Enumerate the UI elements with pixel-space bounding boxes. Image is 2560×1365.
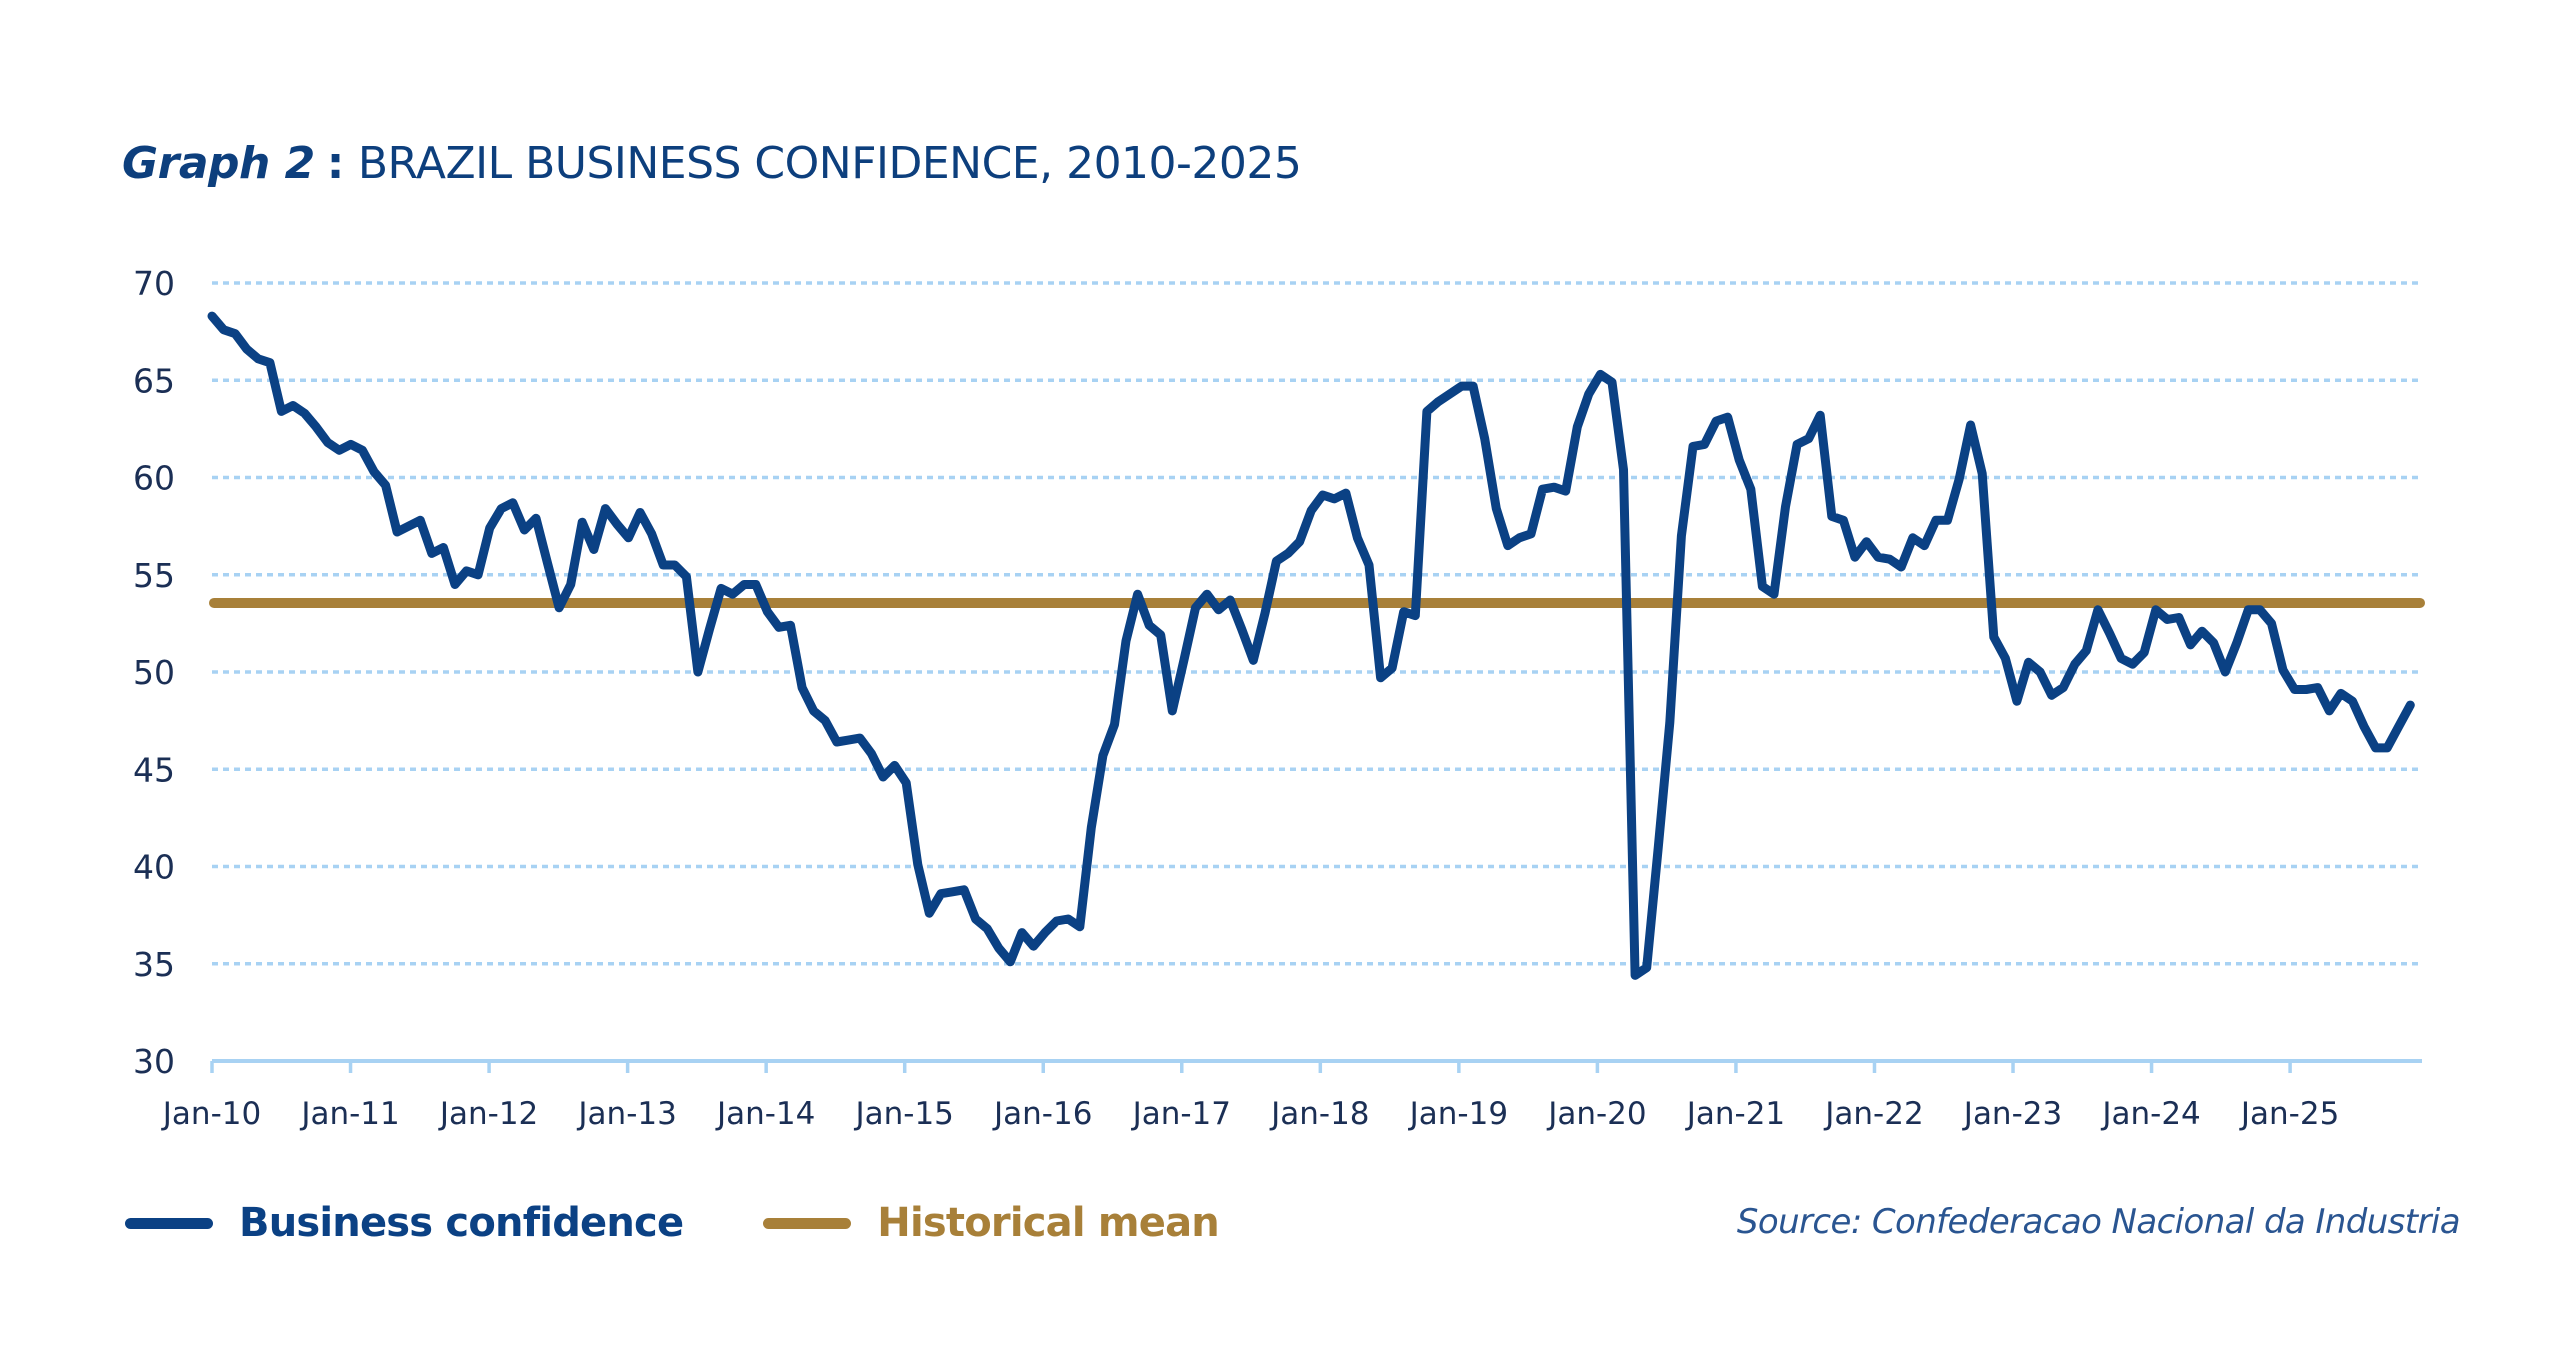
legend-item-historical-mean: Historical mean (763, 1200, 1220, 1246)
x-tick-label: Jan-17 (1131, 1096, 1231, 1132)
title-separator: : (326, 138, 345, 189)
y-axis-ticks: 30 35 40 45 50 55 60 65 70 (133, 264, 175, 1081)
x-tick-label: Jan-20 (1546, 1096, 1646, 1132)
legend-label-historical-mean: Historical mean (877, 1200, 1219, 1246)
x-tick-label: Jan-18 (1269, 1096, 1369, 1132)
legend-swatch-business-confidence (125, 1217, 213, 1229)
x-tick-label: Jan-22 (1823, 1096, 1923, 1132)
y-tick-label-50: 50 (133, 653, 175, 692)
y-tick-label-40: 40 (133, 848, 175, 887)
chart-title: Graph 2: BRAZIL BUSINESS CONFIDENCE, 2010… (122, 138, 1302, 189)
legend-swatch-historical-mean (763, 1217, 852, 1229)
business-confidence-line (207, 311, 2415, 980)
y-tick-label-35: 35 (133, 945, 175, 984)
series-layer (207, 311, 2425, 980)
y-tick-label-60: 60 (133, 459, 175, 498)
x-tick-label: Jan-11 (299, 1096, 399, 1132)
x-tick-label: Jan-24 (2100, 1096, 2200, 1132)
x-tick-label: Jan-15 (853, 1096, 953, 1132)
y-tick-label-30: 30 (133, 1042, 175, 1081)
y-tick-label-70: 70 (133, 264, 175, 303)
legend-item-business-confidence: Business confidence (125, 1200, 684, 1246)
y-tick-label-45: 45 (133, 750, 175, 789)
title-main: BRAZIL BUSINESS CONFIDENCE, 2010-2025 (357, 138, 1302, 189)
x-axis-ticks: Jan-10 Jan-11 Jan-12 Jan-13 Jan-14 Jan-15 Jan-… (161, 1061, 2339, 1132)
x-tick-label: Jan-14 (715, 1096, 815, 1132)
source-note: Source: Confederacao Nacional da Industr… (1736, 1202, 2461, 1242)
x-tick-label: Jan-21 (1685, 1096, 1785, 1132)
gridlines (212, 281, 2422, 966)
x-tick-label: Jan-23 (1962, 1096, 2062, 1132)
legend-label-business-confidence: Business confidence (239, 1200, 684, 1246)
title-prefix: Graph 2 (122, 138, 315, 189)
x-tick-label: Jan-13 (576, 1096, 676, 1132)
x-tick-label: Jan-10 (161, 1096, 261, 1132)
x-tick-label: Jan-25 (2239, 1096, 2339, 1132)
x-tick-label: Jan-12 (438, 1096, 538, 1132)
legend: Business confidence Historical mean (125, 1198, 1299, 1248)
x-tick-label: Jan-19 (1408, 1096, 1508, 1132)
y-tick-label-55: 55 (133, 556, 175, 595)
y-tick-label-65: 65 (133, 361, 175, 400)
x-tick-label: Jan-16 (992, 1096, 1092, 1132)
